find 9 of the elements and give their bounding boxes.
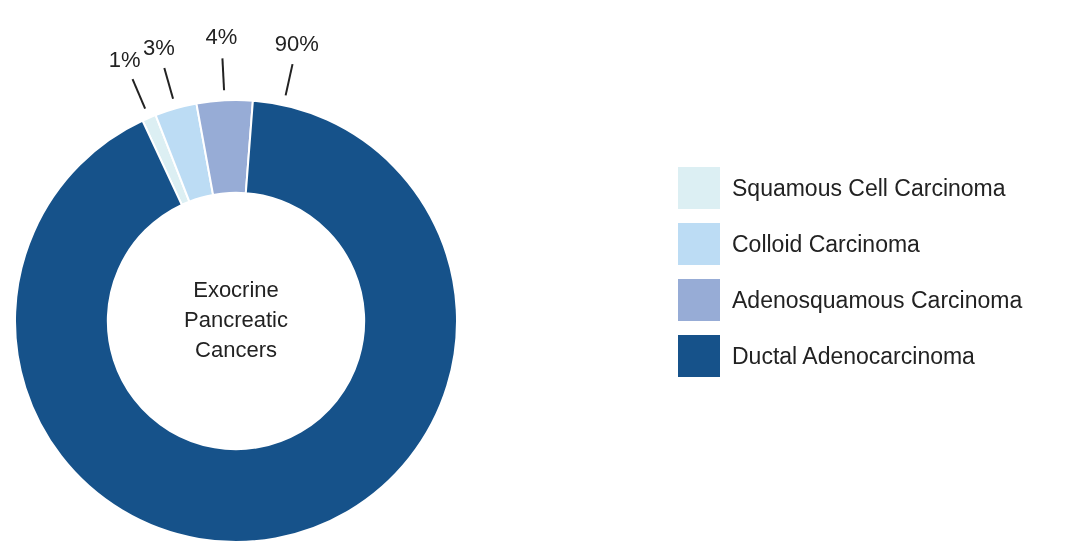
data-label: 4% [205, 24, 238, 50]
legend-label: Squamous Cell Carcinoma [732, 174, 1006, 202]
legend-label: Adenosquamous Carcinoma [732, 286, 1023, 314]
text: Exocrine Pancreatic Cancers [184, 277, 288, 363]
legend-label: Ductal Adenocarcinoma [732, 342, 975, 370]
data-label: 90% [274, 30, 319, 56]
data-label: 3% [142, 34, 175, 60]
data-label: 1% [108, 46, 141, 72]
legend-label: Colloid Carcinoma [732, 230, 920, 258]
